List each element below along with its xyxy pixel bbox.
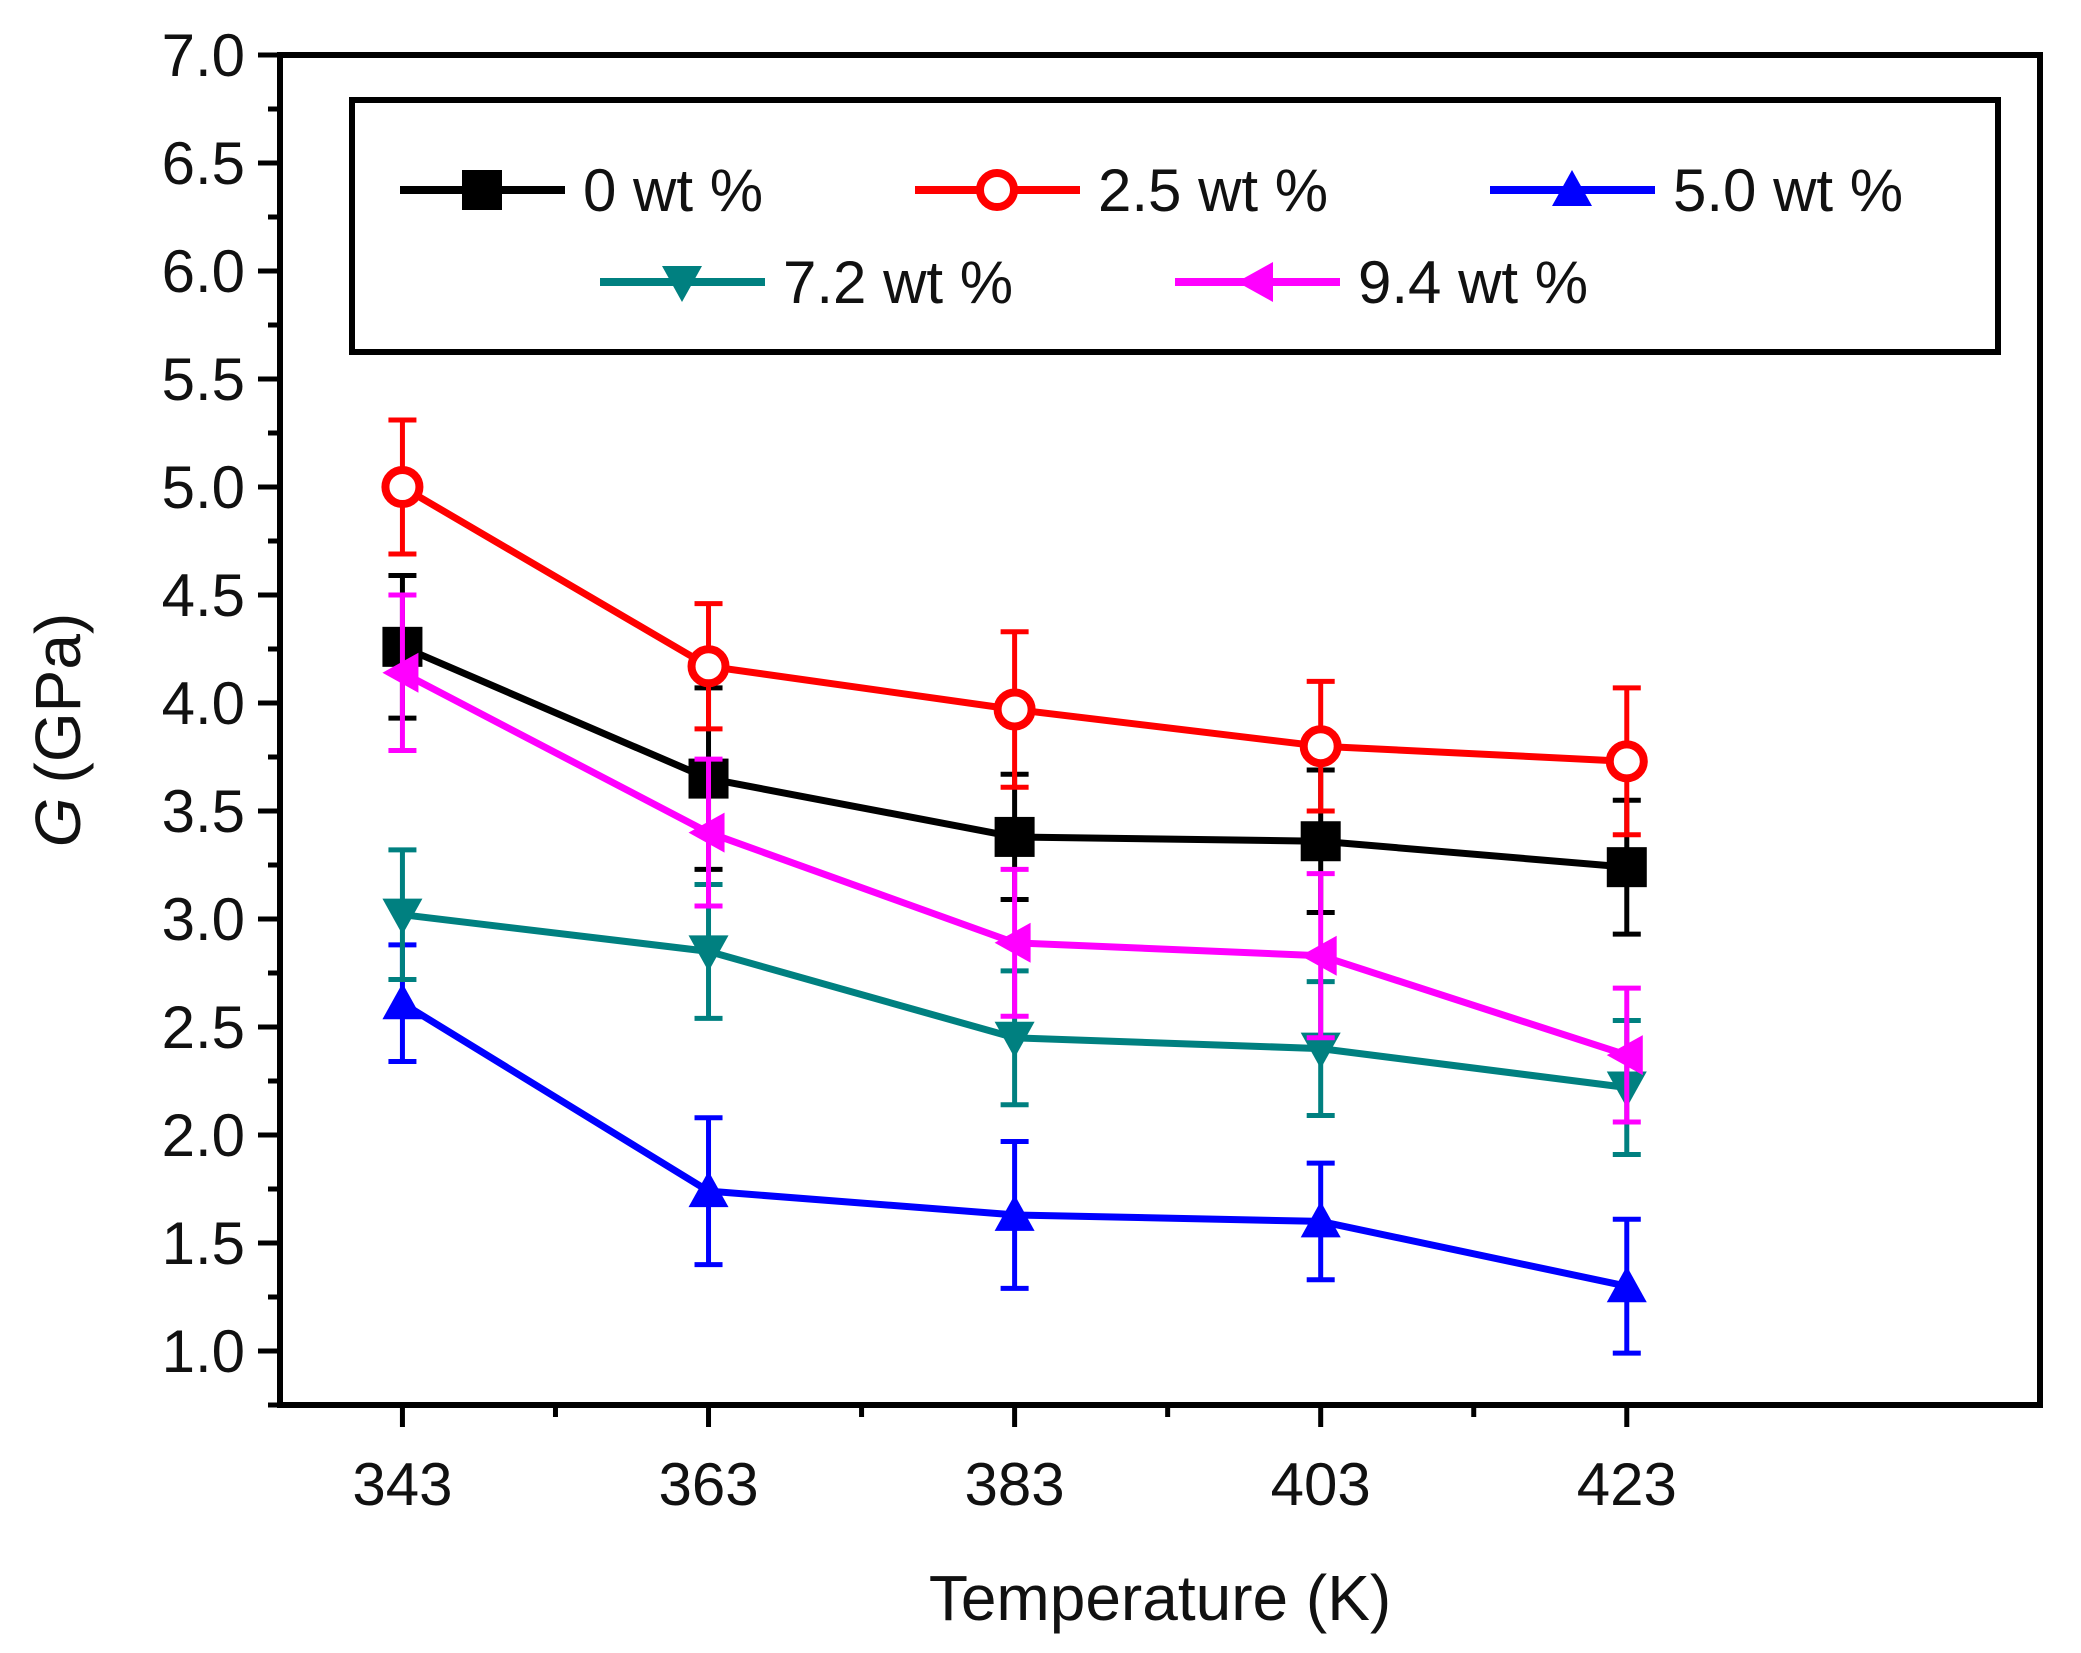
y-tick-label: 4.0 <box>162 670 245 737</box>
legend-label: 7.2 wt % <box>783 249 1013 316</box>
legend-swatch-marker <box>1237 262 1273 302</box>
data-point <box>1605 740 1648 783</box>
x-tick-label: 423 <box>1577 1451 1677 1518</box>
data-point <box>1300 935 1337 976</box>
data-point <box>994 1194 1035 1231</box>
legend-swatch-marker <box>662 266 702 302</box>
legend-label: 5.0 wt % <box>1673 157 1903 224</box>
data-point <box>994 1021 1035 1058</box>
legend-label: 9.4 wt % <box>1358 249 1588 316</box>
x-tick-label: 383 <box>965 1451 1065 1518</box>
data-point <box>382 652 419 693</box>
y-tick-label: 7.0 <box>162 22 245 89</box>
data-point <box>993 688 1036 731</box>
y-axis-title-unit: (GPa) <box>22 613 94 784</box>
y-tick-label: 5.0 <box>162 454 245 521</box>
legend-box <box>349 97 2001 355</box>
data-point <box>1300 1032 1341 1069</box>
legend-label: 0 wt % <box>583 157 763 224</box>
y-tick-label: 5.5 <box>162 346 245 413</box>
data-point <box>688 1171 729 1208</box>
data-point <box>1300 1201 1341 1238</box>
legend-swatch-marker <box>976 169 1018 211</box>
y-tick-label: 6.0 <box>162 238 245 305</box>
legend-swatch-marker <box>1552 170 1592 206</box>
x-axis-title: Temperature (K) <box>929 1562 1391 1634</box>
y-tick-label: 1.0 <box>162 1318 245 1385</box>
y-tick-label: 1.5 <box>162 1210 245 1277</box>
data-point <box>1300 821 1341 862</box>
data-point <box>1606 847 1647 888</box>
legend-entry-1: 2.5 wt % <box>915 157 1328 224</box>
data-point <box>688 935 729 972</box>
data-point <box>1606 1035 1643 1076</box>
legend-entry-4: 9.4 wt % <box>1175 249 1588 316</box>
legend-entry-3: 7.2 wt % <box>600 249 1013 316</box>
y-tick-label: 6.5 <box>162 130 245 197</box>
y-tick-label: 3.0 <box>162 886 245 953</box>
y-tick-label: 2.5 <box>162 994 245 1061</box>
x-tick-label: 363 <box>658 1451 758 1518</box>
series-layer <box>381 417 1648 1356</box>
legend: 0 wt % 2.5 wt % 5.0 wt % 7.2 wt % 9.4 wt % <box>349 97 2001 355</box>
y-tick-label: 3.5 <box>162 778 245 845</box>
plot-frame <box>277 52 2043 1408</box>
series-3 <box>382 847 1647 1157</box>
y-tick-label: 2.0 <box>162 1102 245 1169</box>
legend-swatch-marker <box>462 170 502 210</box>
series-1 <box>381 417 1648 838</box>
data-point <box>687 645 730 688</box>
x-tick-label: 403 <box>1271 1451 1371 1518</box>
data-point <box>381 466 424 508</box>
series-4 <box>382 592 1643 1125</box>
data-point <box>382 983 423 1020</box>
data-point <box>688 812 725 853</box>
y-axis-title-symbol: G <box>22 797 94 847</box>
legend-entry-2: 5.0 wt % <box>1490 157 1903 224</box>
data-point <box>994 816 1035 857</box>
y-axis: 1.0 1.5 2.0 2.5 3.0 3.5 4.0 4.5 5.0 5.5 6.0 6.5 7.0 <box>162 22 280 1408</box>
legend-entry-0: 0 wt % <box>400 157 763 224</box>
legend-label: 2.5 wt % <box>1098 157 1328 224</box>
y-axis-title: G (GPa) <box>22 613 94 847</box>
data-point <box>1606 1266 1647 1303</box>
data-point <box>1299 725 1342 768</box>
x-tick-label: 343 <box>352 1451 452 1518</box>
x-axis: 343 363 383 403 423 <box>352 1405 1677 1518</box>
y-tick-label: 4.5 <box>162 562 245 629</box>
data-point <box>994 922 1031 963</box>
data-point <box>382 898 423 935</box>
